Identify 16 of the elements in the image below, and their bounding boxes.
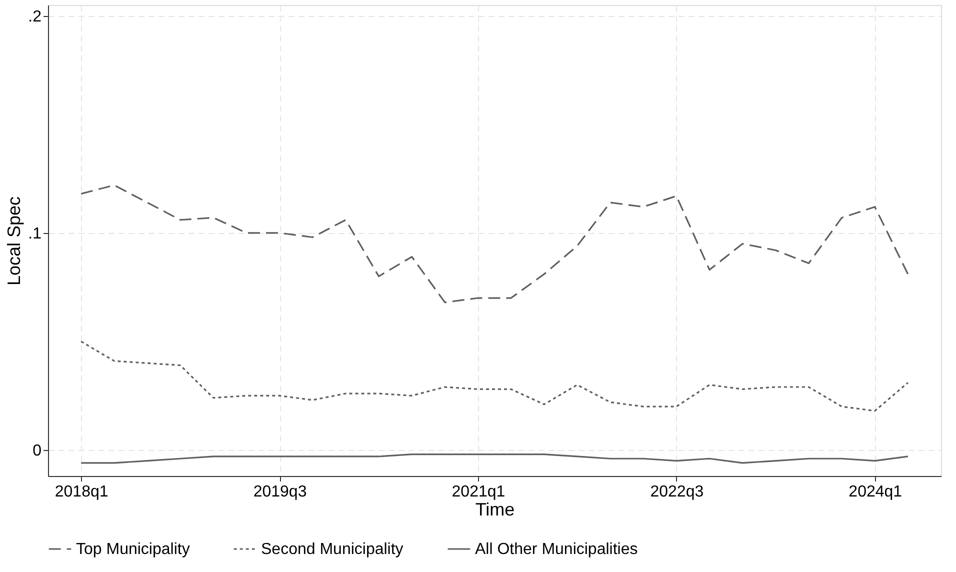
x-axis-title: Time: [475, 500, 515, 520]
line-series: [80, 184, 909, 304]
x-tick-label: 2021q1: [452, 484, 506, 500]
x-tick-label: 2022q3: [650, 484, 704, 500]
legend-label: All Other Municipalities: [475, 541, 638, 558]
line-series: [80, 453, 909, 464]
y-tick-label: .2: [28, 8, 42, 26]
x-tick-label: 2019q3: [253, 484, 307, 500]
x-tick-label: 2018q1: [54, 484, 108, 500]
x-tick-label: 2024q1: [848, 484, 902, 500]
line-series: [80, 340, 909, 412]
legend-label: Top Municipality: [76, 541, 190, 558]
y-tick-label: 0: [32, 442, 42, 460]
y-axis-title: Local Spec: [4, 196, 24, 286]
legend-label: Second Municipality: [261, 541, 404, 558]
y-tick-label: .1: [28, 225, 42, 242]
